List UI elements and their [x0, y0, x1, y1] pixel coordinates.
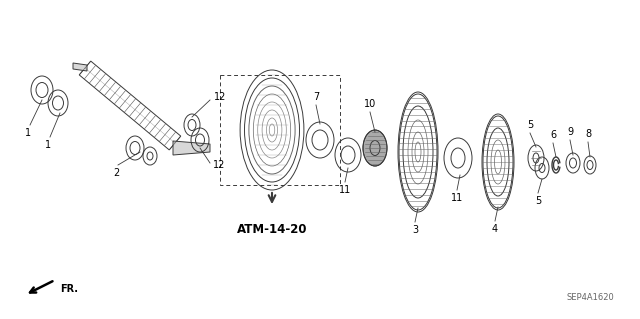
Text: 10: 10	[364, 99, 376, 109]
Text: 12: 12	[214, 92, 227, 102]
Text: SEP4A1620: SEP4A1620	[566, 293, 614, 302]
Text: 1: 1	[25, 128, 31, 138]
Bar	[220, 75, 340, 185]
Ellipse shape	[363, 130, 387, 166]
Text: 5: 5	[535, 196, 541, 206]
Polygon shape	[73, 63, 87, 71]
Text: 1: 1	[45, 140, 51, 150]
Text: 12: 12	[213, 160, 225, 170]
Text: 9: 9	[567, 127, 573, 137]
Text: 6: 6	[550, 130, 556, 140]
Text: 4: 4	[492, 224, 498, 234]
Text: 8: 8	[585, 129, 591, 139]
Text: ATM-14-20: ATM-14-20	[237, 223, 307, 236]
Text: 3: 3	[412, 225, 418, 235]
Text: FR.: FR.	[60, 284, 78, 294]
Text: 11: 11	[339, 185, 351, 195]
Text: 11: 11	[451, 193, 463, 203]
Text: 5: 5	[527, 120, 533, 130]
Text: 2: 2	[113, 168, 119, 178]
FancyArrowPatch shape	[30, 281, 52, 293]
Text: 7: 7	[313, 92, 319, 102]
Polygon shape	[173, 141, 210, 155]
